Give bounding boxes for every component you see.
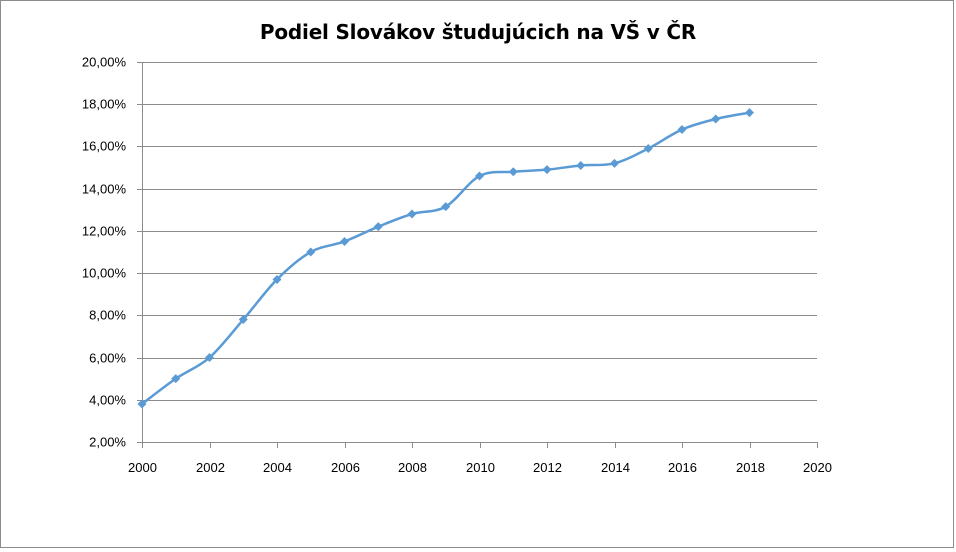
data-point-marker (745, 108, 754, 118)
x-tick-label: 2002 (196, 460, 225, 475)
x-tick-label: 2010 (466, 460, 495, 475)
data-point-marker (475, 171, 484, 181)
data-point-marker (272, 274, 282, 284)
data-point-marker (576, 160, 586, 170)
data-point-marker (306, 247, 316, 257)
x-tick-label: 2004 (263, 460, 292, 475)
x-tick-label: 2018 (736, 460, 765, 475)
tick-labels: 2,00% 4,00% 6,00% 8,00% 10,00% 12,00% 14,00% 16… (82, 55, 832, 476)
series (137, 108, 754, 409)
x-tick-label: 2006 (331, 460, 360, 475)
y-tick-label: 4,00% (89, 393, 126, 408)
x-tick-label: 2008 (398, 460, 427, 475)
gridlines (142, 62, 817, 401)
y-tick-label: 2,00% (89, 435, 126, 450)
x-tick-label: 2012 (533, 460, 562, 475)
y-tick-label: 10,00% (82, 266, 127, 281)
x-tick-label: 2020 (803, 460, 832, 475)
data-point-marker (610, 158, 619, 168)
y-tick-label: 8,00% (89, 308, 126, 323)
data-point-marker (441, 202, 451, 212)
data-point-marker (542, 165, 552, 175)
y-tick-label: 20,00% (82, 55, 127, 70)
series-line (141, 111, 750, 405)
x-tick-label: 2014 (601, 460, 630, 475)
data-point-marker (205, 353, 214, 363)
y-tick-label: 18,00% (82, 97, 127, 112)
data-point-marker (171, 374, 181, 384)
data-point-marker (407, 209, 417, 219)
axes (137, 62, 818, 448)
y-tick-label: 14,00% (82, 182, 127, 197)
data-point-marker (677, 125, 687, 135)
data-point-marker (711, 114, 721, 124)
data-point-marker (373, 222, 383, 232)
data-point-marker (137, 399, 147, 409)
x-tick-label: 2016 (668, 460, 697, 475)
data-point-marker (508, 167, 518, 177)
data-point-marker (643, 144, 653, 154)
x-tick-label: 2000 (128, 460, 157, 475)
chart-title: Podiel Slovákov študujúcich na VŠ v ČR (259, 20, 697, 44)
y-tick-label: 6,00% (89, 351, 126, 366)
data-point-marker (340, 236, 349, 246)
y-tick-label: 12,00% (82, 224, 127, 239)
data-point-marker (238, 315, 248, 325)
y-tick-label: 16,00% (82, 139, 127, 154)
